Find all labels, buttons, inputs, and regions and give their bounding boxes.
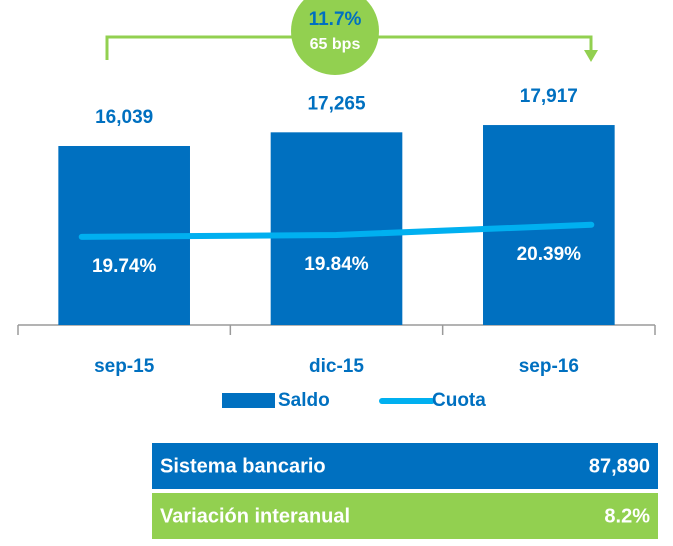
table-value: 87,890 xyxy=(589,455,650,477)
bar xyxy=(270,132,403,325)
annotation-bps: 65 bps xyxy=(310,36,361,53)
x-tick-label: sep-16 xyxy=(519,356,579,377)
table-value: 8.2% xyxy=(604,505,650,527)
table-row xyxy=(152,443,658,489)
legend-label: Saldo xyxy=(278,390,330,411)
legend-swatch xyxy=(222,393,275,408)
table-row xyxy=(152,493,658,539)
bracket-arrow xyxy=(584,50,598,62)
table-label: Sistema bancario xyxy=(160,455,326,477)
bar-value-label: 17,265 xyxy=(307,93,366,114)
x-tick-label: dic-15 xyxy=(309,356,364,377)
line xyxy=(78,221,595,240)
line-value-label: 19.84% xyxy=(304,254,369,275)
bar-value-label: 16,039 xyxy=(95,107,153,128)
annotation-value: 11.7% xyxy=(309,9,362,30)
bar-value-label: 17,917 xyxy=(520,86,578,107)
legend-label: Cuota xyxy=(432,390,486,411)
line-value-label: 20.39% xyxy=(517,244,582,265)
table-label: Variación interanual xyxy=(160,505,350,527)
annotation-circle xyxy=(291,0,379,75)
x-tick-label: sep-15 xyxy=(94,356,155,377)
line-value-label: 19.74% xyxy=(92,256,157,277)
